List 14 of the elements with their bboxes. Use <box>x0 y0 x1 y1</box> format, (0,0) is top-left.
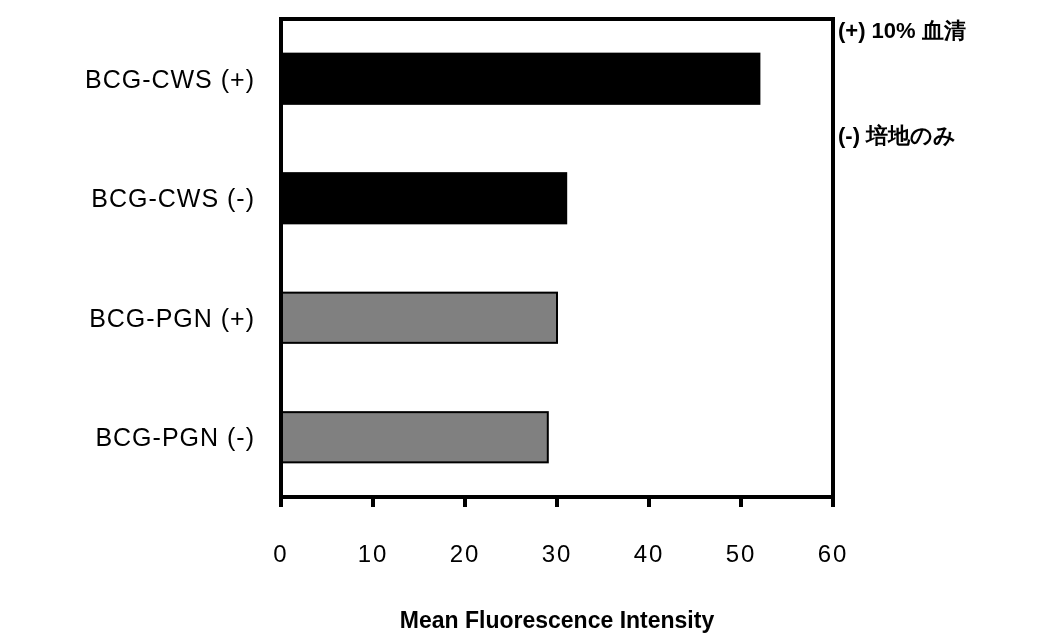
text: (+) 10% 血清 <box>838 18 966 43</box>
x-tick-label: 0 <box>273 540 289 567</box>
y-tick-label: BCG-CWS (-) <box>91 184 255 213</box>
y-tick-label: BCG-CWS (+) <box>84 64 255 93</box>
x-tick-label: 10 <box>357 540 389 567</box>
y-tick-label: BCG-PGN (+) <box>89 303 255 332</box>
text: (-) 培地のみ <box>838 123 957 148</box>
x-axis-title: Mean Fluorescence Intensity <box>399 607 715 633</box>
x-tick-label: 50 <box>725 540 757 567</box>
x-tick-label: 40 <box>633 540 665 567</box>
y-tick-label: BCG-PGN (-) <box>95 423 255 452</box>
x-tick-label: 30 <box>541 540 573 567</box>
x-tick-label: 20 <box>449 540 481 567</box>
x-tick-label: 60 <box>817 540 849 567</box>
